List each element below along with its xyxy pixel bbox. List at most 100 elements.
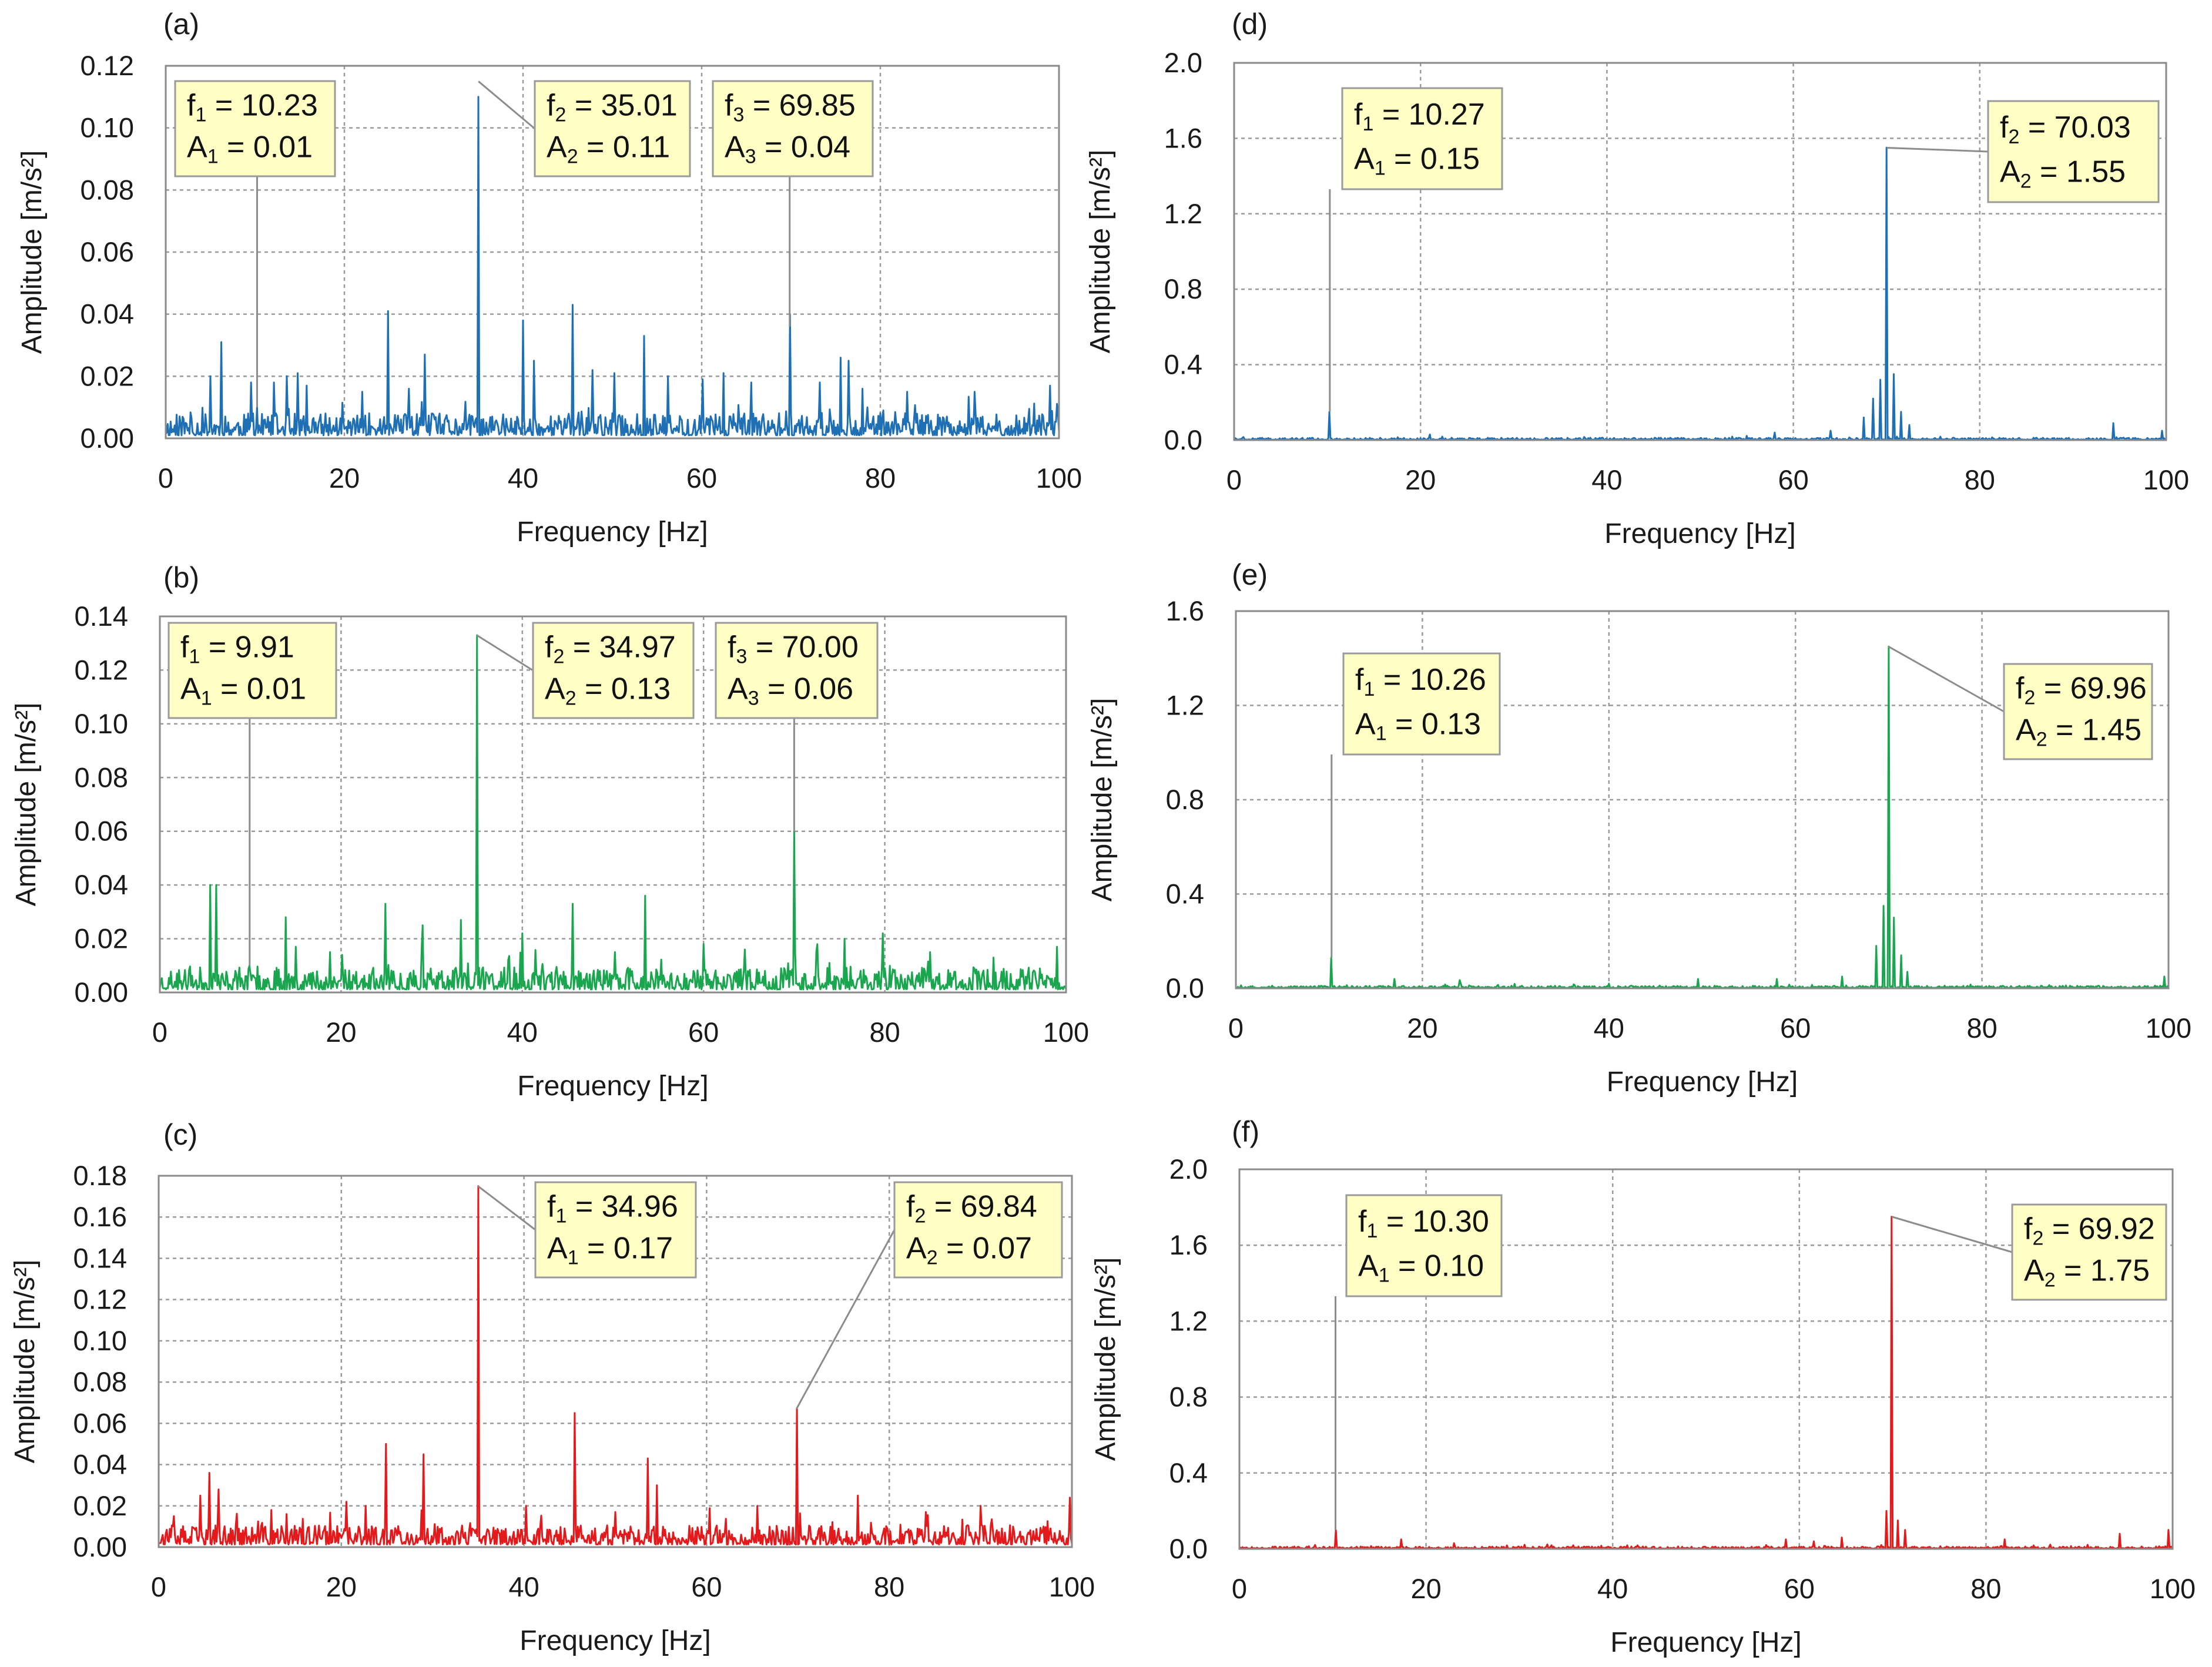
- annotation-text: f3 = 69.85: [725, 88, 856, 126]
- annotation-symbol: A: [2024, 1254, 2045, 1288]
- y-axis-title: Amplitude [m/s²]: [1087, 698, 1118, 902]
- annotation-symbol: A: [547, 130, 567, 165]
- annotation-symbol: A: [180, 672, 201, 706]
- annotation-subscript: 3: [736, 645, 747, 668]
- y-tick-label: 0.8: [1169, 1381, 1208, 1413]
- annotation-text: f2 = 69.96: [2016, 671, 2147, 709]
- annotation-value: 69.92: [2079, 1212, 2155, 1246]
- annotation-text: A2 = 0.11: [547, 130, 670, 168]
- annotation-value: 34.96: [602, 1189, 678, 1223]
- annotation-equals: =: [577, 672, 611, 706]
- x-tick-label: 80: [874, 1571, 904, 1602]
- annotation-value: 70.00: [782, 630, 859, 664]
- x-tick-label: 60: [1780, 1012, 1811, 1044]
- panel-label: (d): [1232, 8, 1268, 41]
- annotation-subscript: 2: [567, 146, 578, 168]
- annotation-text: A2 = 1.55: [2000, 155, 2126, 193]
- x-tick-label: 20: [326, 1571, 357, 1602]
- x-tick-label: 100: [2143, 464, 2189, 495]
- y-tick-label: 0.06: [81, 236, 134, 267]
- panel-label: (f): [1232, 1115, 1259, 1148]
- annotation-value: 0.13: [611, 672, 671, 706]
- y-tick-label: 0.08: [73, 1366, 127, 1397]
- y-tick-label: 0.18: [73, 1160, 127, 1191]
- y-tick-label: 0.0: [1164, 424, 1202, 455]
- annotation-equals: =: [200, 630, 234, 664]
- annotation-text: f3 = 70.00: [728, 630, 859, 668]
- x-tick-label: 0: [1226, 464, 1242, 495]
- x-tick-label: 20: [1410, 1573, 1441, 1604]
- x-tick-label: 100: [2146, 1012, 2191, 1044]
- series-line-a: [165, 96, 1060, 437]
- annotation-text: A2 = 0.13: [545, 672, 671, 710]
- y-tick-label: 0.12: [73, 1284, 127, 1315]
- annotation-subscript: 2: [2045, 1269, 2056, 1292]
- annotation-equals: =: [219, 130, 253, 165]
- x-axis-title: Frequency [Hz]: [517, 516, 708, 548]
- annotation-value: 0.01: [247, 672, 306, 706]
- peak-annotation: f3 = 69.85 A3 = 0.04: [712, 80, 874, 177]
- annotation-subscript: 1: [189, 645, 200, 668]
- annotation-symbol: A: [547, 1232, 568, 1266]
- annotation-equals: =: [212, 672, 247, 706]
- y-axis-title: Amplitude [m/s²]: [16, 150, 48, 354]
- annotation-equals: =: [759, 672, 794, 706]
- annotation-subscript: 2: [2020, 170, 2032, 193]
- annotation-value: 0.15: [1420, 142, 1480, 176]
- annotation-box: [893, 1181, 1063, 1279]
- annotation-equals: =: [1387, 707, 1422, 742]
- x-axis-title: Frequency [Hz]: [1610, 1627, 1801, 1658]
- x-tick-label: 60: [691, 1571, 722, 1602]
- annotation-symbol: f: [180, 630, 189, 664]
- annotation-text: A1 = 0.13: [1355, 707, 1481, 745]
- y-tick-label: 1.6: [1169, 1229, 1208, 1260]
- panel-label: (e): [1232, 558, 1268, 591]
- y-tick-label: 0.00: [73, 1531, 127, 1562]
- annotation-subscript: 1: [1363, 678, 1375, 700]
- annotation-symbol: f: [1358, 1205, 1367, 1239]
- annotation-equals: =: [744, 88, 779, 122]
- annotation-subscript: 2: [553, 645, 564, 668]
- annotation-equals: =: [2056, 1254, 2090, 1288]
- annotation-value: 1.55: [2066, 155, 2126, 189]
- x-tick-label: 60: [688, 1017, 719, 1048]
- annotation-value: 35.01: [601, 88, 678, 122]
- annotation-symbol: f: [2016, 671, 2025, 705]
- annotation-symbol: A: [2000, 155, 2020, 189]
- annotation-box: [712, 80, 874, 177]
- y-tick-label: 0.02: [73, 1490, 127, 1521]
- annotation-text: f1 = 10.27: [1354, 98, 1485, 135]
- annotation-text: f2 = 69.92: [2024, 1212, 2155, 1249]
- y-tick-label: 0.14: [75, 601, 128, 632]
- annotation-equals: =: [1378, 1205, 1412, 1239]
- annotation-box: [1345, 1194, 1503, 1297]
- annotation-text: f1 = 10.23: [187, 88, 318, 126]
- annotation-box: [1342, 652, 1501, 756]
- series-line-f: [1239, 1216, 2174, 1549]
- x-tick-label: 60: [686, 462, 717, 494]
- annotation-symbol: f: [187, 88, 196, 122]
- chart-panel-c: (c) 0 20 40 60 80 100 0.00 0.02 0.04 0.06 0.08 0.10 0…: [9, 1118, 1095, 1656]
- annotation-subscript: 1: [195, 103, 206, 126]
- annotation-text: f2 = 69.84: [906, 1189, 1037, 1227]
- annotation-symbol: f: [1354, 98, 1363, 132]
- x-tick-label: 100: [1043, 1017, 1089, 1048]
- annotation-symbol: A: [187, 130, 207, 165]
- x-tick-label: 0: [1232, 1573, 1247, 1604]
- x-tick-label: 0: [1228, 1012, 1244, 1044]
- x-tick-label: 100: [1049, 1571, 1095, 1602]
- annotation-equals: =: [756, 130, 791, 165]
- annotation-subscript: 2: [555, 103, 566, 126]
- y-tick-label: 0.12: [81, 50, 134, 81]
- y-tick-label: 0.4: [1166, 878, 1204, 910]
- annotation-subscript: 2: [927, 1247, 938, 1269]
- y-tick-label: 0.02: [75, 923, 128, 954]
- annotation-text: f1 = 34.96: [547, 1189, 678, 1227]
- annotation-text: A3 = 0.04: [725, 130, 850, 168]
- annotation-symbol: f: [728, 630, 736, 664]
